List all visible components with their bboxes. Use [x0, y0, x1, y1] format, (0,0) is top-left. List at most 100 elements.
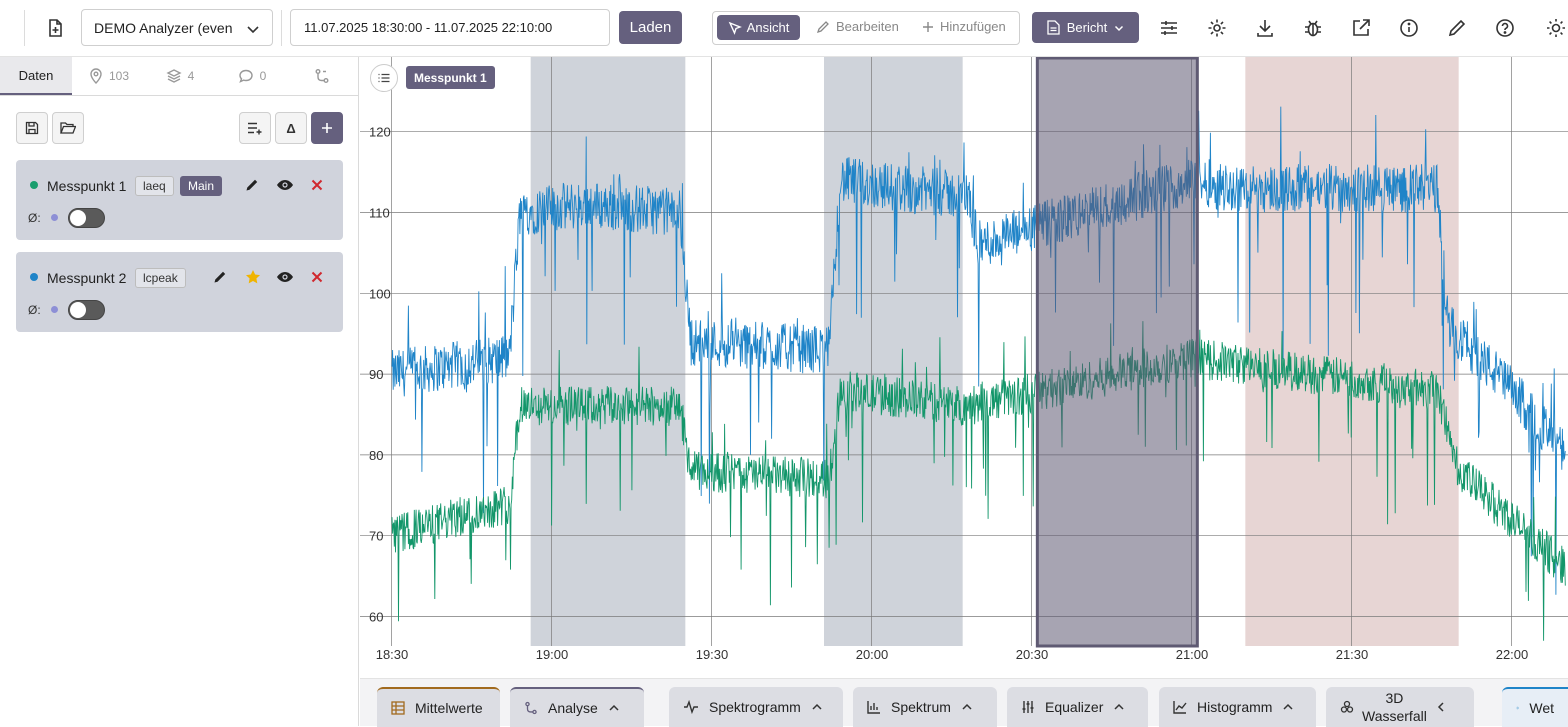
eye-icon[interactable]	[276, 179, 294, 191]
tab-spektrogramm[interactable]: Spektrogramm	[669, 687, 843, 727]
close-icon[interactable]	[311, 179, 323, 191]
x-tick-label: 20:30	[1016, 647, 1049, 662]
shaded-region	[1245, 57, 1459, 646]
tab-comments[interactable]: 0	[234, 57, 270, 95]
measurement-card-2[interactable]: Messpunkt 2 lcpeak Ø:	[16, 252, 343, 332]
delta-button[interactable]: Δ	[275, 112, 307, 144]
shaded-region	[530, 57, 686, 646]
tab-locations[interactable]: 103	[84, 57, 134, 95]
theme-sun-icon[interactable]	[1540, 12, 1568, 44]
comments-count: 0	[259, 69, 267, 83]
edit-mode-button[interactable]: Bearbeiten	[816, 19, 899, 34]
x-tick-label: 18:30	[376, 647, 409, 662]
legend-toggle-button[interactable]	[370, 64, 398, 92]
pencil-icon	[816, 20, 829, 33]
new-file-icon[interactable]	[39, 12, 71, 44]
tab-data-label: Daten	[18, 67, 54, 83]
view-mode-button[interactable]: Ansicht	[717, 15, 800, 40]
tab-equalizer[interactable]: Equalizer	[1007, 687, 1148, 727]
edit-pencil-icon[interactable]	[213, 270, 227, 284]
average-label: Ø:	[28, 303, 41, 317]
report-button-label: Bericht	[1066, 20, 1108, 35]
bug-icon[interactable]	[1297, 12, 1329, 44]
load-button[interactable]: Laden	[619, 11, 682, 44]
close-icon[interactable]	[311, 271, 323, 283]
table-icon	[391, 701, 405, 715]
series-line	[391, 321, 1566, 641]
tab-weather[interactable]: Wet	[1502, 687, 1568, 727]
measurement-name: Messpunkt 2	[47, 270, 127, 286]
tab-3d-wasserfall[interactable]: 3D Wasserfall	[1326, 687, 1474, 727]
chevron-left-icon	[1437, 702, 1444, 712]
time-range-input[interactable]: 11.07.2025 18:30:00 - 11.07.2025 22:10:0…	[290, 9, 610, 46]
locations-count: 103	[108, 69, 130, 83]
top-toolbar: DEMO Analyzer (even 11.07.2025 18:30:00 …	[0, 0, 1568, 57]
average-label: Ø:	[28, 211, 41, 225]
tab-data[interactable]: Daten	[0, 57, 72, 95]
pen-icon[interactable]	[1441, 12, 1473, 44]
average-toggle[interactable]	[68, 208, 105, 228]
tab-layers[interactable]: 4	[160, 57, 200, 95]
plus-icon	[923, 21, 933, 32]
chevron-up-icon	[1114, 703, 1124, 710]
list-add-icon	[248, 122, 262, 135]
bars-icon	[867, 701, 880, 714]
project-select[interactable]: DEMO Analyzer (even	[81, 9, 273, 46]
chevron-up-icon	[962, 703, 972, 710]
download-icon[interactable]	[1249, 12, 1281, 44]
average-dot	[51, 306, 58, 313]
sun-icon	[1516, 706, 1520, 710]
project-select-label: DEMO Analyzer (even	[94, 19, 233, 36]
gear-icon[interactable]	[1201, 12, 1233, 44]
bottom-tab-bar: Mittelwerte Analyse Spektrogramm Spektru…	[360, 678, 1568, 727]
edit-mode-label: Bearbeiten	[836, 19, 899, 34]
left-panel: Daten 103 4 0 Δ Messpunkt 1 laeq Ma	[0, 57, 359, 726]
save-button[interactable]	[16, 112, 48, 144]
open-folder-button[interactable]	[52, 112, 84, 144]
branch-icon	[315, 69, 329, 83]
external-link-icon[interactable]	[1345, 12, 1377, 44]
tab-analyse[interactable]: Analyse	[510, 687, 644, 727]
measurement-tag: laeq	[135, 176, 174, 196]
time-series-chart[interactable]: 60 70 80 90 100 110 120 18:30 19:00 19:30 20:00 20…	[360, 57, 1568, 678]
sliders-icon	[1022, 701, 1034, 713]
x-tick-label: 21:30	[1336, 647, 1369, 662]
time-range-value: 11.07.2025 18:30:00 - 11.07.2025 22:10:0…	[304, 20, 553, 35]
toolbar-divider	[281, 10, 282, 46]
tab-histogramm[interactable]: Histogramm	[1159, 687, 1316, 727]
cursor-icon	[728, 21, 742, 35]
comment-icon	[238, 69, 253, 83]
y-tick-label: 80	[369, 448, 383, 463]
list-icon	[378, 73, 390, 83]
report-button[interactable]: Bericht	[1032, 12, 1139, 43]
measurement-tag: lcpeak	[135, 268, 186, 288]
tab-connections[interactable]	[310, 57, 334, 95]
help-icon[interactable]	[1489, 12, 1521, 44]
tab-label: Spektrogramm	[709, 699, 801, 715]
y-tick-label: 120	[369, 125, 391, 140]
save-icon	[25, 121, 39, 135]
measurement-name: Messpunkt 1	[47, 178, 127, 194]
tab-label: Spektrum	[891, 699, 951, 715]
add-measurement-button[interactable]	[311, 112, 343, 144]
series-line	[391, 106, 1566, 595]
filters-icon[interactable]	[1153, 12, 1185, 44]
list-add-button[interactable]	[239, 112, 271, 144]
plus-icon	[322, 123, 332, 133]
tab-spektrum[interactable]: Spektrum	[853, 687, 997, 727]
edit-pencil-icon[interactable]	[245, 178, 259, 192]
measurement-card-1[interactable]: Messpunkt 1 laeq Main Ø:	[16, 160, 343, 240]
tab-mittelwerte[interactable]: Mittelwerte	[377, 687, 500, 727]
x-tick-label: 19:00	[536, 647, 569, 662]
eye-icon[interactable]	[276, 271, 294, 283]
average-toggle[interactable]	[68, 300, 105, 320]
chevron-up-icon	[812, 703, 822, 710]
tab-label: Mittelwerte	[415, 700, 483, 716]
star-icon[interactable]	[245, 269, 261, 285]
x-tick-label: 21:00	[1176, 647, 1209, 662]
chart-area[interactable]: 60 70 80 90 100 110 120 18:30 19:00 19:30 20:00 20…	[360, 57, 1568, 678]
add-mode-button[interactable]: Hinzufügen	[922, 19, 1006, 34]
load-button-label: Laden	[629, 19, 672, 36]
layers-icon	[166, 69, 182, 83]
info-icon[interactable]	[1393, 12, 1425, 44]
